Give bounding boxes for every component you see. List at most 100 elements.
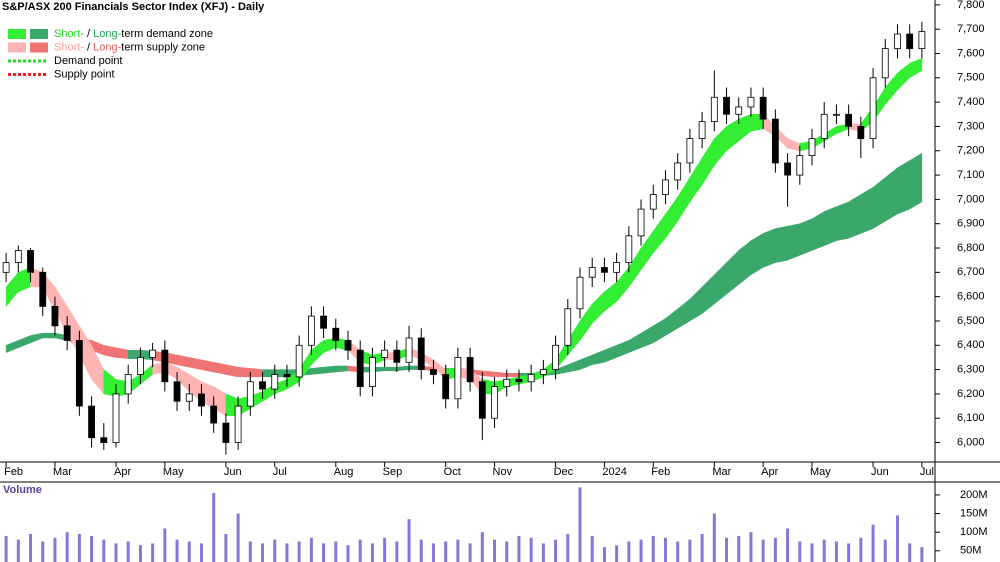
volume-bar [309, 537, 313, 562]
volume-bar [737, 535, 741, 562]
zone-segment [225, 364, 239, 378]
candle-body [271, 374, 279, 390]
candle-body [185, 393, 193, 402]
y-tick-label: 7,700 [957, 23, 985, 35]
volume-bar [773, 537, 777, 562]
candle-body [51, 305, 59, 327]
legend-text: term supply zone [121, 41, 205, 53]
legend-text: / [84, 41, 93, 53]
candle-body [808, 138, 816, 157]
volume-bar [663, 537, 667, 562]
x-tick-label: Dec [554, 466, 574, 478]
candle-body [698, 121, 706, 140]
candle-body [100, 437, 108, 443]
volume-bar [615, 545, 619, 562]
y-tick-label: 6,800 [957, 242, 985, 254]
candle-body [466, 357, 474, 383]
candle-body [332, 327, 340, 341]
candle-body [124, 374, 132, 395]
volume-bar [541, 543, 545, 562]
candle-body [820, 113, 828, 140]
volume-bar [627, 541, 631, 562]
legend-text: Supply point [54, 68, 115, 80]
legend-text: / [84, 28, 93, 40]
volume-bar [383, 537, 387, 562]
volume-bar [468, 543, 472, 562]
zone-segment [482, 370, 495, 378]
volume-bar [908, 543, 912, 562]
zone-segment [311, 366, 324, 375]
x-tick-label: 2024 [602, 466, 626, 478]
candle-body [710, 96, 718, 122]
candle-body [491, 386, 498, 419]
volume-bar [163, 528, 167, 562]
zone-segment [213, 362, 227, 375]
x-tick-label: Apr [761, 466, 778, 478]
x-tick-label: Nov [493, 466, 513, 478]
legend-label: Short- / Long-term supply zone [54, 41, 205, 53]
volume-bar [297, 541, 301, 562]
volume-bar [395, 541, 399, 562]
candle-body [771, 118, 779, 164]
volume-bar [786, 528, 790, 562]
zone-segment [103, 344, 117, 358]
candle-body [430, 369, 437, 375]
volume-bar [505, 541, 509, 562]
legend-label: Supply point [54, 68, 115, 80]
candle-body [2, 262, 10, 273]
zone-segment [762, 228, 776, 268]
y-tick-label: 7,200 [957, 145, 985, 157]
candle-body [393, 349, 401, 363]
legend-swatch [30, 42, 48, 53]
legend-text: Short- [54, 41, 84, 53]
zone-segment [823, 206, 837, 246]
volume-tick-label: 150M [960, 507, 988, 519]
volume-bar [822, 539, 826, 562]
candle-body [478, 381, 486, 419]
candle-body [833, 113, 840, 116]
volume-bar [456, 539, 460, 562]
volume-bar [761, 539, 765, 562]
legend-label: Short- / Long-term demand zone [54, 28, 213, 40]
candle-body [637, 208, 645, 237]
volume-bar [90, 535, 94, 562]
volume-bar [554, 539, 558, 562]
candle-body [747, 96, 755, 108]
volume-bar [236, 513, 240, 562]
zone-segment [909, 152, 923, 210]
candle-body [674, 162, 682, 181]
candle-body [198, 393, 205, 407]
candle-body [63, 325, 71, 341]
zone-segment [323, 365, 337, 374]
candle-body [503, 378, 511, 388]
volume-bar [602, 547, 606, 562]
candle-body [723, 96, 730, 115]
volume-bar [346, 545, 350, 562]
volume-bar [517, 535, 521, 562]
y-tick-label: 6,400 [957, 339, 985, 351]
zone-segment [201, 359, 214, 373]
x-tick-label: Jul [273, 466, 287, 478]
volume-bar [53, 537, 57, 562]
candle-body [234, 405, 242, 443]
zone-segment [836, 201, 849, 242]
candle-body [784, 162, 791, 176]
zone-segment [848, 194, 862, 239]
zone-segment [189, 357, 202, 370]
volume-bar [322, 543, 326, 562]
volume-bar [407, 519, 411, 562]
legend-label: Demand point [54, 55, 123, 67]
x-tick-label: Sep [383, 466, 403, 478]
legend-text: Long- [93, 41, 121, 53]
zone-segment [860, 186, 874, 234]
volume-bar [285, 543, 289, 562]
candle-body [759, 96, 767, 120]
candle-body [625, 235, 633, 264]
volume-bar [77, 534, 81, 562]
candle-body [894, 33, 901, 50]
candle-body [442, 374, 450, 400]
zone-segment [335, 365, 349, 373]
volume-bar [895, 515, 899, 562]
y-tick-label: 7,400 [957, 96, 985, 108]
